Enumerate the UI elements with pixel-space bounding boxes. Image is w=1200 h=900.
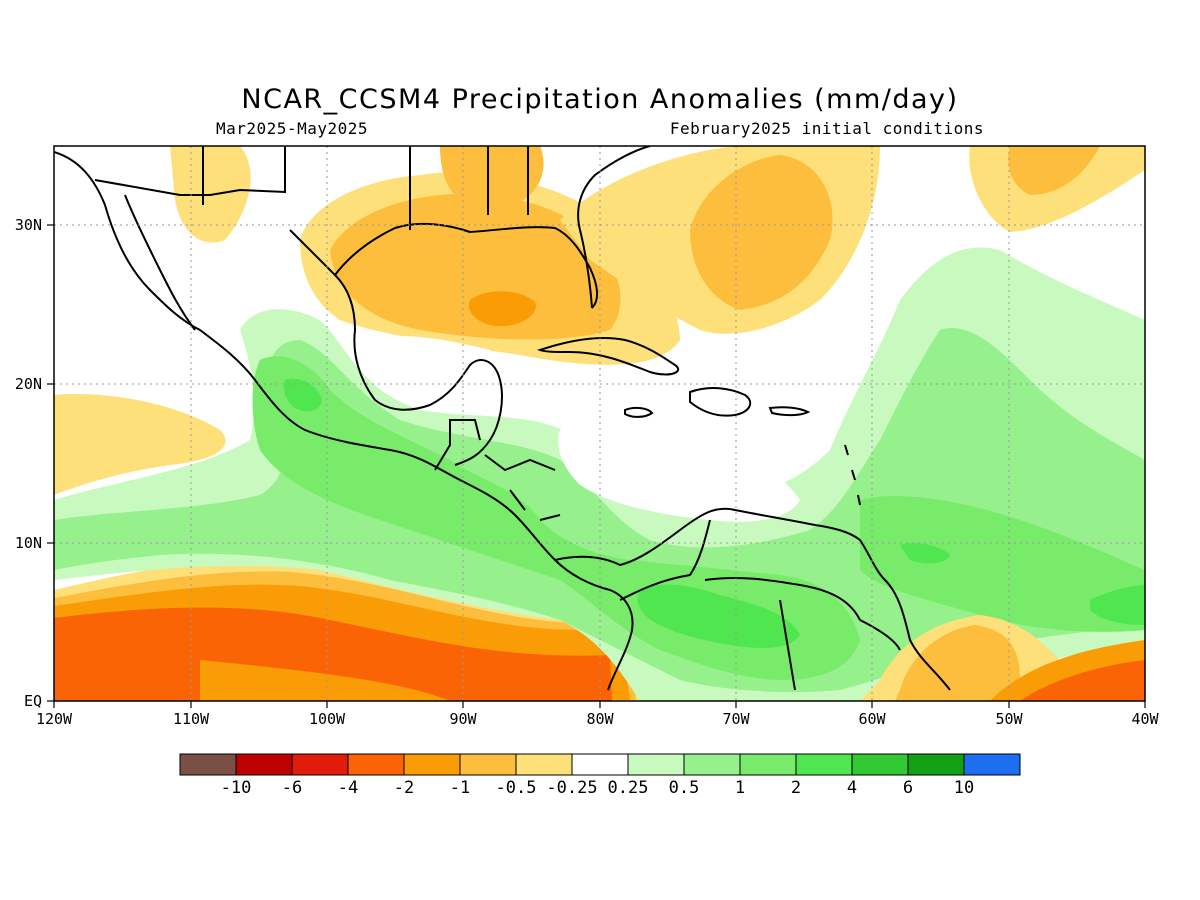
colorbar-label: -0.5: [496, 778, 537, 798]
lat-tick-label: EQ: [24, 692, 42, 710]
lon-labels: 120W 110W 100W 90W 80W 70W 60W 50W 40W: [36, 710, 1160, 728]
coastline-caribbean-south: [554, 507, 951, 691]
colorbar-swatch: [795, 753, 853, 776]
lon-tick-label: 40W: [1131, 710, 1159, 728]
coastline-jamaica: [624, 406, 654, 418]
colorbar-swatch: [739, 753, 797, 776]
colorbar-label: -4: [338, 778, 358, 798]
border-us-mexico: [94, 146, 286, 196]
neutral-caribbean: [558, 421, 800, 522]
border-central-america: [434, 419, 561, 521]
coastline-florida-east: [577, 146, 651, 309]
coastlines: [54, 146, 951, 691]
colorbar-swatch: [291, 753, 349, 776]
colorbar-label: 4: [847, 778, 857, 798]
colorbar-label: -6: [282, 778, 302, 798]
coastline-baja: [124, 194, 196, 331]
colorbar-swatch: [907, 753, 965, 776]
colorbar-swatch: [235, 753, 293, 776]
coastline-hispaniola: [689, 387, 752, 417]
colorbar-swatch: [179, 753, 237, 776]
lon-tick-label: 60W: [858, 710, 886, 728]
colorbar-swatch: [683, 753, 741, 776]
gridlines: [54, 146, 1145, 701]
lat-tick-label: 30N: [15, 216, 42, 234]
coastline-us-gulf: [334, 222, 598, 309]
colorbar-label: 2: [791, 778, 801, 798]
colorbar-label: -0.25: [546, 778, 597, 798]
anomaly-field: [54, 146, 1145, 701]
colorbar-swatch: [459, 753, 517, 776]
lon-tick-label: 100W: [309, 710, 346, 728]
forecast-period: Mar2025-May2025: [216, 119, 368, 138]
dry-lobe-west: [54, 394, 226, 495]
colorbar-swatch: [347, 753, 405, 776]
colorbar-swatch: [571, 753, 629, 776]
neutral-gulf-south: [358, 335, 494, 407]
axis-ticks: [47, 224, 1146, 708]
colorbar-swatch: [403, 753, 461, 776]
coastline-gulf: [289, 229, 503, 466]
colorbar: -10 -6 -4 -2 -1 -0.5 -0.25 0.25 0.5 1 2 4 6 10: [179, 753, 1021, 798]
wet-core-atlantic-2: [900, 543, 950, 564]
lon-tick-label: 80W: [586, 710, 614, 728]
lat-tick-label: 10N: [15, 534, 42, 552]
wet-core-mexico: [283, 378, 322, 412]
colorbar-swatch: [851, 753, 909, 776]
dry-southeast-atlantic-core: [1020, 660, 1145, 701]
colorbar-label: 10: [954, 778, 974, 798]
wet-core-colombia: [637, 584, 800, 648]
lat-labels: EQ 10N 20N 30N: [15, 216, 42, 710]
colorbar-label: 0.5: [669, 778, 700, 798]
lon-tick-label: 110W: [173, 710, 210, 728]
dry-band-pacific-south: [200, 660, 450, 701]
colorbar-label: -10: [221, 778, 252, 798]
lon-tick-label: 50W: [995, 710, 1023, 728]
dry-atlantic-medium: [690, 155, 833, 310]
colorbar-swatch: [627, 753, 685, 776]
dry-southeast-us: [440, 146, 544, 211]
coastline-puerto-rico: [768, 406, 811, 417]
lon-tick-label: 120W: [36, 710, 73, 728]
map-title: NCAR_CCSM4 Precipitation Anomalies (mm/d…: [241, 84, 959, 115]
wet-atlantic-east: [860, 496, 1145, 632]
colorbar-label: 0.25: [608, 778, 649, 798]
dry-band-pacific-dark: [54, 607, 612, 701]
colorbar-label: 1: [735, 778, 745, 798]
lon-tick-label: 70W: [722, 710, 750, 728]
lon-tick-label: 90W: [449, 710, 477, 728]
colorbar-label: -2: [394, 778, 414, 798]
border-us-states: [202, 146, 529, 230]
coastline-cuba: [537, 337, 680, 376]
dry-gulf-medium: [330, 194, 621, 340]
dry-guiana-medium: [895, 625, 1020, 701]
dry-gulf-core: [468, 291, 536, 327]
initial-conditions: February2025 initial conditions: [669, 119, 984, 138]
wet-core-atlantic: [1090, 585, 1145, 625]
coastline-lesser-antilles: [844, 444, 861, 506]
colorbar-label: -1: [450, 778, 470, 798]
border-south-america: [619, 519, 901, 691]
colorbar-swatch: [515, 753, 573, 776]
lat-tick-label: 20N: [15, 375, 42, 393]
colorbar-swatch: [963, 753, 1021, 776]
dry-atlantic-northeast-core: [1008, 146, 1100, 195]
colorbar-label: 6: [903, 778, 913, 798]
coastline-mexico-pacific: [54, 151, 634, 691]
